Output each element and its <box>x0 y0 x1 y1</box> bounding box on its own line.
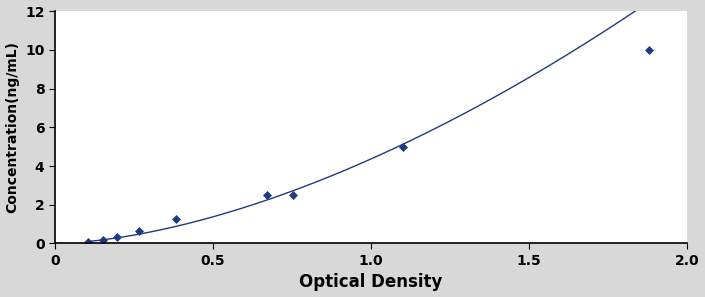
X-axis label: Optical Density: Optical Density <box>300 274 443 291</box>
Y-axis label: Concentration(ng/mL): Concentration(ng/mL) <box>6 41 20 213</box>
